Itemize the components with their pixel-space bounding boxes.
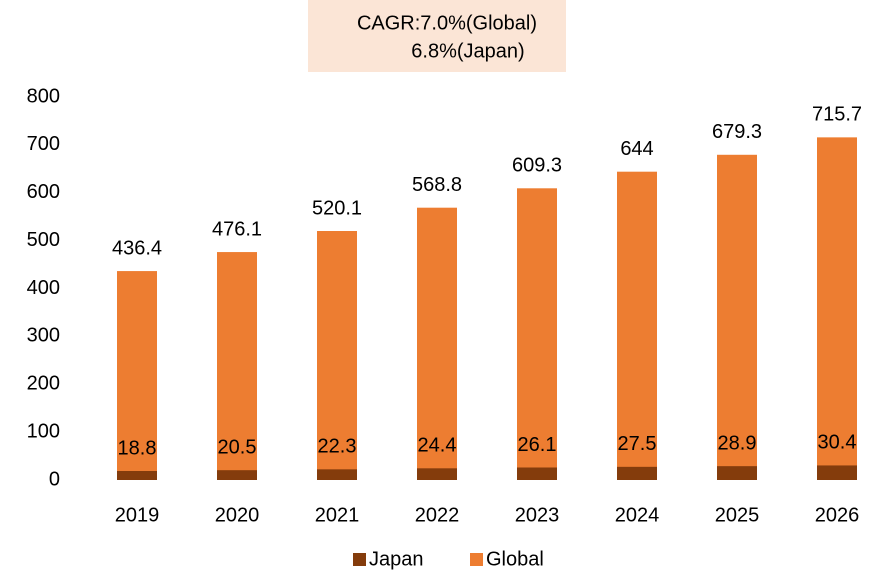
y-tick-label: 0 [49, 468, 60, 490]
bar [217, 252, 257, 480]
data-label: 609.3 [512, 155, 562, 177]
annotation: 6.8%(Japan) [411, 40, 524, 62]
bar [317, 469, 357, 480]
bar [517, 188, 557, 481]
y-tick-label: 400 [27, 277, 60, 299]
x-tick-label: 2021 [315, 504, 360, 526]
x-tick-label: 2022 [415, 504, 460, 526]
x-tick-label: 2024 [615, 504, 660, 526]
bar [117, 271, 157, 480]
data-label: 715.7 [812, 104, 862, 126]
legend-label: Global [486, 548, 544, 570]
bar [517, 467, 557, 480]
y-tick-label: 600 [27, 181, 60, 203]
y-tick-label: 200 [27, 373, 60, 395]
x-tick-label: 2026 [815, 504, 860, 526]
legend-swatch [353, 553, 366, 566]
data-label: 520.1 [312, 197, 362, 219]
data-label: 27.5 [618, 433, 657, 455]
legend-label: Japan [369, 548, 424, 570]
data-label: 20.5 [218, 436, 257, 458]
data-label: 476.1 [212, 218, 262, 240]
data-label: 22.3 [318, 436, 357, 458]
data-label: 18.8 [118, 437, 157, 459]
bar [217, 470, 257, 480]
y-tick-label: 300 [27, 325, 60, 347]
x-tick-label: 2023 [515, 504, 560, 526]
bar [717, 154, 757, 480]
data-label: 28.9 [718, 432, 757, 454]
bar [717, 466, 757, 480]
data-label: 30.4 [818, 432, 857, 454]
data-label: 26.1 [518, 434, 557, 456]
data-label: 436.4 [112, 237, 162, 259]
annotation-box [308, 0, 566, 72]
bar [817, 137, 857, 480]
bar [417, 468, 457, 480]
annotation: CAGR:7.0%(Global) [357, 12, 537, 34]
data-label: 568.8 [412, 174, 462, 196]
data-label: 679.3 [712, 121, 762, 143]
x-tick-label: 2019 [115, 504, 160, 526]
y-tick-label: 500 [27, 229, 60, 251]
bar [117, 470, 157, 480]
bar [617, 466, 657, 480]
bar [817, 465, 857, 480]
y-tick-label: 100 [27, 420, 60, 442]
y-tick-label: 700 [27, 133, 60, 155]
data-label: 644 [620, 138, 653, 160]
x-tick-label: 2020 [215, 504, 260, 526]
bar [617, 171, 657, 480]
x-tick-label: 2025 [715, 504, 760, 526]
legend-swatch [470, 553, 483, 566]
data-label: 24.4 [418, 435, 457, 457]
y-tick-label: 800 [27, 85, 60, 107]
bar [417, 207, 457, 480]
bar [317, 231, 357, 480]
